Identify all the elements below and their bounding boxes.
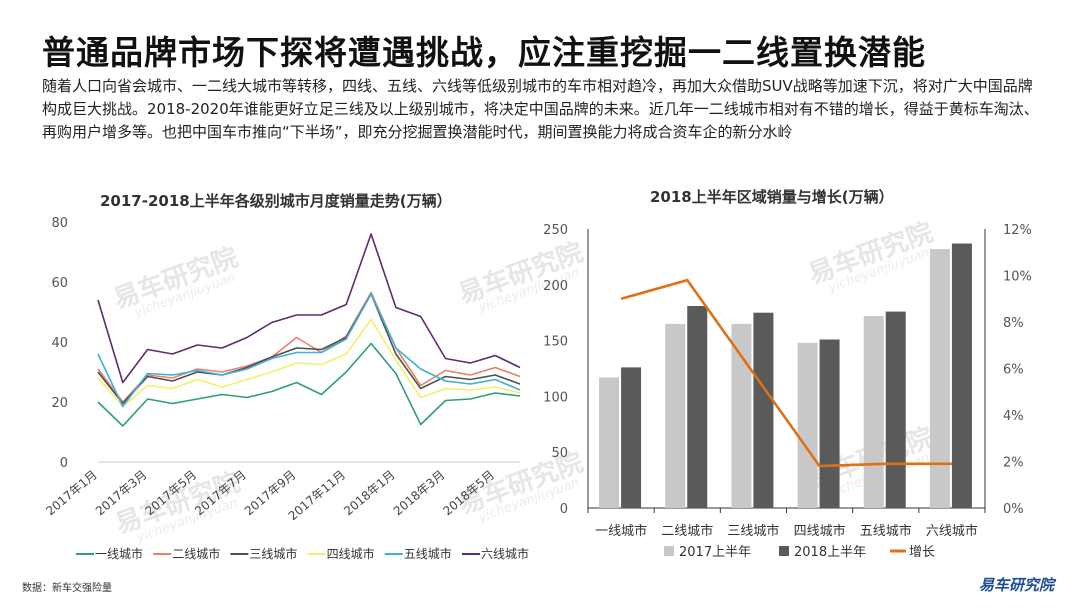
y2-tick-label: 6% [1003,363,1024,378]
y2-tick-label: 10% [1003,270,1032,285]
y-tick-label: 50 [551,446,568,461]
y2-tick-label: 4% [1003,409,1024,424]
x-tick-label: 2017年3月 [93,468,150,519]
series-line-六线城市 [97,233,521,384]
legend-label: 一线城市 [95,546,143,561]
legend-label: 2018上半年 [794,545,866,560]
page-title: 普通品牌市场下探将遭遇挑战，应注重挖掘一二线置换潜能 [42,33,926,72]
y2-tick-label: 2% [1003,456,1024,471]
bar-2018上半年 [885,311,906,508]
series-line-一线城市 [97,342,521,427]
line-chart-title: 2017-2018上半年各级别城市月度销量走势(万辆） [100,192,452,210]
bar-2017上半年 [797,342,818,508]
legend-label: 2017上半年 [679,545,751,560]
x-category-label: 五线城市 [860,523,912,539]
bar-2017上半年 [599,377,620,508]
y-tick-label: 0 [560,502,568,517]
series-line-四线城市 [97,318,521,408]
bar-2017上半年 [863,316,884,508]
y-tick-label: 150 [543,335,568,350]
y-tick-label: 200 [543,279,568,294]
legend-label: 二线城市 [172,546,220,561]
x-category-label: 四线城市 [794,523,846,539]
x-tick-label: 2018年1月 [341,468,398,519]
bar-2018上半年 [819,339,840,508]
y-tick-label: 100 [543,390,568,405]
x-category-label: 六线城市 [926,523,978,539]
y-tick-label: 0 [60,456,68,471]
brand-logo: 易车研究院 [978,576,1054,594]
bar-2018上半年 [753,312,774,508]
bar-2017上半年 [929,249,950,508]
y-tick-label: 80 [51,216,68,231]
legend-label: 四线城市 [327,546,375,561]
x-category-label: 二线城市 [661,523,713,539]
bar-chart-title: 2018上半年区域销量与增长(万辆） [650,188,894,206]
y2-tick-label: 8% [1003,316,1024,331]
y2-tick-label: 0% [1003,502,1024,517]
y-tick-label: 40 [51,336,68,351]
x-tick-label: 2017年5月 [143,468,200,519]
series-line-三线城市 [97,293,521,405]
legend-label: 五线城市 [404,546,452,561]
x-tick-label: 2017年1月 [43,468,100,519]
bar-2017上半年 [665,323,686,508]
x-category-label: 三线城市 [727,523,779,539]
legend-swatch [664,546,674,556]
y-tick-label: 250 [543,223,568,238]
y-tick-label: 20 [51,396,68,411]
x-tick-label: 2018年3月 [391,468,448,519]
y-tick-label: 60 [51,276,68,291]
x-tick-label: 2018年5月 [440,468,497,519]
bar-2017上半年 [731,323,752,508]
x-category-label: 一线城市 [595,523,647,539]
intro-paragraph: 随着人口向省会城市、一二线大城市等转移，四线、五线、六线等低级别城市的车市相对趋… [42,77,1039,141]
legend-label: 六线城市 [481,546,529,561]
legend-label: 增长 [909,545,935,560]
series-line-五线城市 [97,293,521,408]
bar-2018上半年 [687,306,708,508]
growth-line [620,278,952,468]
y2-tick-label: 12% [1003,223,1032,238]
legend-label: 三线城市 [249,546,297,561]
data-source: 数据：新车交强险量 [22,583,112,594]
series-line-二线城市 [97,291,521,403]
bar-2018上半年 [951,243,972,508]
legend-swatch [779,546,789,556]
x-tick-label: 2017年7月 [192,468,249,519]
bar-2018上半年 [621,367,642,508]
